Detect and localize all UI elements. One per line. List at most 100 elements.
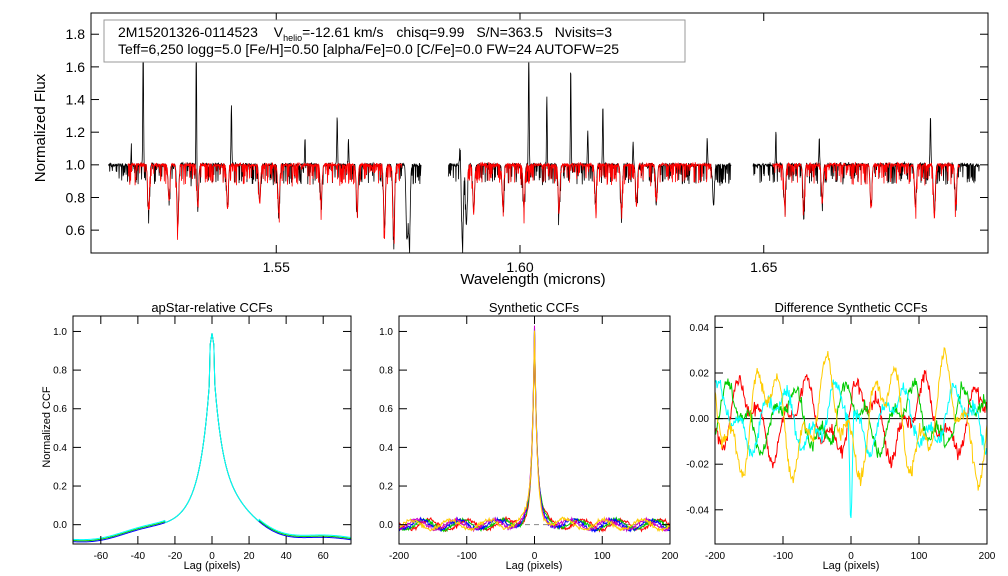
synthetic-ccf-x-tick-labels: -200 -100 0 100 200 [389, 551, 679, 562]
spectrum-model-line-chip3 [772, 161, 961, 219]
apstar-ccf-x-tick-label: 60 [318, 551, 330, 562]
synthetic-ccf-plot-frame [398, 315, 671, 545]
spectrum-x-tick-label: 1.55 [263, 259, 290, 275]
difference-ccf-x-tick-label: 100 [911, 551, 928, 562]
nvisits-value: Nvisits=3 [555, 24, 612, 40]
apstar-ccf-y-axis-label: Normalized CCF [41, 386, 53, 468]
spectrum-y-tick-label: 1.0 [66, 157, 86, 173]
difference-ccf-x-axis-label: Lag (pixels) [823, 560, 880, 572]
vhelio-label: V [274, 24, 284, 40]
difference-ccf-x-tick-labels: -200 -100 0 100 200 [705, 551, 996, 562]
synthetic-ccf-ticks [398, 316, 671, 544]
apstar-ccf-title: apStar-relative CCFs [151, 300, 273, 315]
apstar-ccf-y-tick-label: 0.0 [53, 520, 67, 531]
apstar-ccf-y-tick-label: 0.6 [53, 404, 67, 415]
difference-ccf-series-line [714, 369, 988, 469]
spectrum-y-tick-label: 1.4 [66, 91, 86, 107]
difference-ccf-y-tick-label: 0.04 [690, 323, 710, 334]
difference-ccf-series-line [714, 377, 988, 458]
synthetic-ccf-title: Synthetic CCFs [489, 300, 580, 315]
spectrum-observed-line-chip2 [447, 53, 732, 254]
spectrum-x-tick-labels: 1.55 1.60 1.65 [263, 259, 778, 275]
apstar-ccf-x-tick-label: 20 [244, 551, 256, 562]
apstar-ccf-plot-frame [72, 315, 352, 545]
sn-value: S/N=363.5 [476, 24, 543, 40]
synthetic-ccf-x-tick-label: 100 [594, 551, 611, 562]
difference-ccf-x-tick-label: 0 [848, 551, 854, 562]
difference-ccf-plot-frame [714, 315, 988, 545]
spectrum-y-tick-labels: 0.6 0.8 1.0 1.2 1.4 1.6 1.8 [66, 26, 86, 238]
apstar-ccf-panel: apStar-relative CCFs -60 -40 -20 0 20 40 60 0.… [41, 300, 352, 572]
vhelio-subscript: helio [283, 33, 302, 43]
chisq-value: chisq=9.99 [396, 24, 464, 40]
spectrum-y-tick-label: 1.8 [66, 26, 86, 42]
star-id: 2M15201326-0114523 [118, 24, 258, 40]
apstar-ccf-ticks [73, 316, 351, 544]
spectrum-y-tick-label: 1.2 [66, 124, 86, 140]
apstar-ccf-y-tick-label: 1.0 [53, 327, 67, 338]
apstar-ccf-x-tick-label: -20 [168, 551, 183, 562]
apstar-ccf-y-tick-labels: 0.0 0.2 0.4 0.6 0.8 1.0 [53, 327, 67, 531]
difference-ccf-y-tick-label: -0.04 [686, 505, 709, 516]
difference-ccf-title: Difference Synthetic CCFs [775, 300, 928, 315]
spectrum-panel: 1.55 1.60 1.65 0.6 0.8 1.0 1.2 1.4 1.6 1.8 Wavel… [32, 12, 989, 288]
spectrum-x-tick-label: 1.65 [750, 259, 777, 275]
apstar-ccf-series-group [72, 333, 352, 543]
spectrum-x-tick-label: 1.60 [506, 259, 533, 275]
spectrum-plot-frame [90, 12, 989, 254]
difference-ccf-panel: Difference Synthetic CCFs -200 -100 0 100 20… [686, 300, 996, 572]
difference-ccf-y-tick-label: 0.02 [690, 369, 710, 380]
spectrum-y-tick-label: 1.6 [66, 59, 86, 75]
apstar-ccf-x-tick-label: 0 [209, 551, 215, 562]
synthetic-ccf-series-line [398, 330, 671, 533]
spectrum-annotation-line1: 2M15201326-0114523 Vhelio=-12.61 km/s ch… [118, 24, 612, 43]
apstar-ccf-y-tick-label: 0.4 [53, 443, 67, 454]
synthetic-ccf-series-group [398, 325, 671, 533]
spectrum-y-tick-label: 0.6 [66, 222, 86, 238]
apstar-ccf-series-line [72, 333, 352, 541]
difference-ccf-series-group [714, 347, 988, 519]
apstar-ccf-x-tick-label: -60 [94, 551, 109, 562]
difference-ccf-y-tick-labels: -0.04 -0.02 0.00 0.02 0.04 [686, 323, 709, 516]
synthetic-ccf-panel: Synthetic CCFs -200 -100 0 100 200 0.0 0.2 0.4… [379, 300, 679, 572]
synthetic-ccf-x-tick-label: 200 [662, 551, 679, 562]
spectrum-y-axis-label: Normalized Flux [32, 73, 49, 182]
difference-ccf-y-tick-label: -0.02 [686, 460, 709, 471]
spectrum-model-line-chip1 [127, 162, 402, 244]
synthetic-ccf-y-tick-labels: 0.0 0.2 0.4 0.6 0.8 1.0 [379, 327, 393, 531]
spectrum-series-group [108, 45, 980, 254]
difference-ccf-x-tick-label: -200 [705, 551, 725, 562]
synthetic-ccf-x-axis-label: Lag (pixels) [506, 560, 563, 572]
spectrum-annotation-box [103, 19, 686, 63]
synthetic-ccf-y-tick-label: 0.6 [379, 404, 393, 415]
spectrum-y-tick-label: 0.8 [66, 189, 86, 205]
synthetic-ccf-y-tick-label: 0.8 [379, 366, 393, 377]
synthetic-ccf-x-tick-label: 0 [532, 551, 538, 562]
apstar-ccf-x-tick-label: 40 [281, 551, 293, 562]
apstar-ccf-series-line [72, 333, 352, 543]
synthetic-ccf-y-tick-label: 1.0 [379, 327, 393, 338]
difference-ccf-series-line [714, 347, 988, 491]
spectrum-model-line-chip2 [467, 161, 712, 224]
spectrum-annotation-line2: Teff=6,250 logg=5.0 [Fe/H]=0.50 [alpha/F… [118, 41, 619, 57]
apstar-ccf-series-line [72, 333, 352, 542]
spectrum-x-axis-label: Wavelength (microns) [460, 271, 605, 288]
difference-ccf-x-tick-label: 200 [979, 551, 996, 562]
apstar-ccf-x-tick-label: -40 [131, 551, 146, 562]
synthetic-ccf-y-tick-label: 0.0 [379, 520, 393, 531]
difference-ccf-x-tick-label: -100 [773, 551, 793, 562]
spectrum-ticks [91, 13, 988, 253]
difference-ccf-series-line [714, 379, 988, 519]
apstar-ccf-x-tick-labels: -60 -40 -20 0 20 40 60 [94, 551, 330, 562]
vhelio-value: =-12.61 km/s [302, 24, 383, 40]
spectrum-observed-line-chip1 [108, 45, 422, 253]
difference-ccf-y-tick-label: 0.00 [690, 414, 710, 425]
apstar-ccf-y-tick-label: 0.8 [53, 366, 67, 377]
synthetic-ccf-x-tick-label: -100 [457, 551, 477, 562]
synthetic-ccf-x-tick-label: -200 [389, 551, 409, 562]
apstar-ccf-x-axis-label: Lag (pixels) [184, 560, 241, 572]
synthetic-ccf-y-tick-label: 0.2 [379, 482, 393, 493]
apstar-ccf-y-tick-label: 0.2 [53, 482, 67, 493]
synthetic-ccf-y-tick-label: 0.4 [379, 443, 393, 454]
